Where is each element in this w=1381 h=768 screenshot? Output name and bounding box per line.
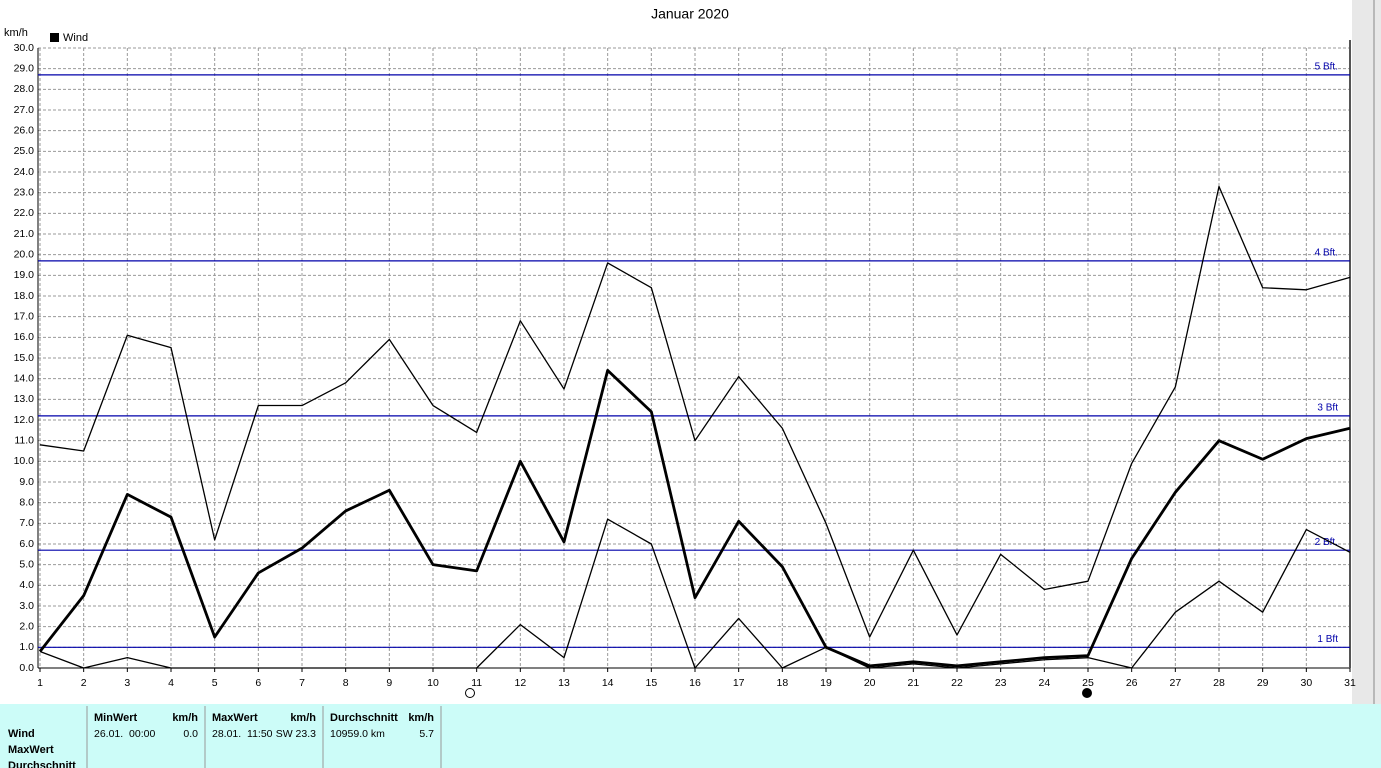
x-tick-label: 10	[427, 677, 439, 689]
row-label: Wind	[8, 728, 35, 740]
y-unit: km/h	[4, 27, 28, 39]
y-tick-label: 0.0	[19, 662, 34, 674]
beaufort-label: 3 Bft	[1317, 403, 1338, 414]
y-tick-label: 26.0	[14, 124, 35, 136]
y-tick-label: 6.0	[19, 538, 34, 550]
y-tick-label: 30.0	[14, 42, 35, 54]
y-tick-label: 28.0	[14, 83, 35, 95]
x-tick-label: 25	[1082, 677, 1094, 689]
y-tick-label: 7.0	[19, 517, 34, 529]
row-label: MaxWert	[8, 744, 54, 756]
column-unit: km/h	[290, 712, 316, 724]
x-tick-label: 4	[168, 677, 174, 689]
y-tick-label: 22.0	[14, 207, 35, 219]
x-tick-label: 1	[37, 677, 43, 689]
wind-line	[39, 518, 1351, 669]
x-tick-label: 22	[951, 677, 963, 689]
column-unit: km/h	[172, 712, 198, 724]
y-tick-label: 11.0	[14, 434, 34, 446]
y-tick-label: 9.0	[19, 476, 34, 488]
column-header: MaxWert	[212, 712, 258, 724]
side-panel	[1352, 0, 1381, 704]
y-tick-label: 10.0	[14, 455, 35, 467]
table-cell: 10959.0 km	[330, 728, 385, 740]
x-tick-label: 12	[514, 677, 526, 689]
y-tick-label: 17.0	[14, 310, 35, 322]
beaufort-label: 5 Bft.	[1315, 62, 1338, 73]
wind-line	[39, 185, 1351, 638]
legend-swatch	[50, 33, 59, 42]
wind-line	[38, 369, 1351, 668]
x-tick-label: 7	[299, 677, 305, 689]
x-tick-label: 16	[689, 677, 701, 689]
y-tick-label: 19.0	[14, 269, 35, 281]
x-tick-label: 23	[995, 677, 1007, 689]
legend-label: Wind	[63, 32, 88, 44]
table-cell: 5.7	[419, 728, 434, 740]
x-tick-label: 20	[864, 677, 876, 689]
table-cell: 28.01. 11:50	[212, 728, 273, 740]
table: MinWert km/h MaxWert km/h Durchschnitt km/h Wi…	[8, 706, 442, 768]
y-tick-label: 1.0	[19, 641, 34, 653]
x-tick-label: 19	[820, 677, 832, 689]
y-tick-label: 25.0	[14, 145, 35, 157]
x-tick-label: 30	[1300, 677, 1312, 689]
y-tick-label: 15.0	[14, 352, 35, 364]
table-panel	[0, 704, 1381, 768]
y-tick-label: 12.0	[14, 414, 35, 426]
x-tick-label: 28	[1213, 677, 1225, 689]
y-tick-label: 8.0	[19, 496, 34, 508]
x-tick-label: 3	[124, 677, 130, 689]
y-tick-label: 21.0	[14, 228, 35, 240]
y-tick-label: 23.0	[14, 186, 35, 198]
x-tick-label: 26	[1126, 677, 1138, 689]
moon-full	[465, 688, 475, 698]
column-unit: km/h	[408, 712, 434, 724]
x-tick-label: 15	[645, 677, 657, 689]
y-tick-label: 18.0	[14, 290, 35, 302]
x-tick-label: 5	[212, 677, 218, 689]
beaufort-label: 4 Bft.	[1315, 248, 1338, 259]
x-tick-label: 2	[81, 677, 87, 689]
y-tick-label: 24.0	[14, 166, 35, 178]
y-tick-label: 3.0	[19, 600, 34, 612]
plot: 0.01.02.03.04.05.06.07.08.09.010.011.012…	[14, 40, 1356, 689]
x-tick-label: 17	[733, 677, 745, 689]
table-cell: 26.01. 00:00	[94, 728, 155, 740]
x-tick-label: 9	[386, 677, 392, 689]
row-label: Durchschnitt	[8, 760, 76, 768]
x-tick-label: 13	[558, 677, 570, 689]
beaufort-label: 2 Bft.	[1315, 537, 1338, 548]
y-tick-label: 27.0	[14, 104, 35, 116]
x-tick-label: 21	[907, 677, 919, 689]
y-tick-label: 13.0	[14, 393, 35, 405]
x-tick-label: 14	[602, 677, 614, 689]
moon-new	[1082, 688, 1092, 698]
y-tick-label: 14.0	[14, 372, 35, 384]
y-tick-label: 4.0	[19, 579, 34, 591]
chart-title: Januar 2020	[651, 6, 729, 22]
column-header: MinWert	[94, 712, 138, 724]
beaufort-label: 1 Bft	[1317, 634, 1338, 645]
column-header: Durchschnitt	[330, 712, 398, 724]
table-cell: SW 23.3	[276, 728, 316, 740]
table-cell: 0.0	[183, 728, 198, 740]
x-tick-label: 24	[1038, 677, 1050, 689]
x-tick-label: 31	[1344, 677, 1356, 689]
y-tick-label: 20.0	[14, 248, 35, 260]
x-tick-label: 6	[255, 677, 261, 689]
x-tick-label: 27	[1169, 677, 1181, 689]
y-tick-label: 5.0	[19, 558, 34, 570]
y-tick-label: 29.0	[14, 62, 35, 74]
y-tick-label: 16.0	[14, 331, 35, 343]
x-tick-label: 8	[343, 677, 349, 689]
x-tick-label: 11	[471, 677, 482, 689]
x-tick-label: 29	[1257, 677, 1269, 689]
x-tick-label: 18	[776, 677, 788, 689]
y-tick-label: 2.0	[19, 620, 34, 632]
